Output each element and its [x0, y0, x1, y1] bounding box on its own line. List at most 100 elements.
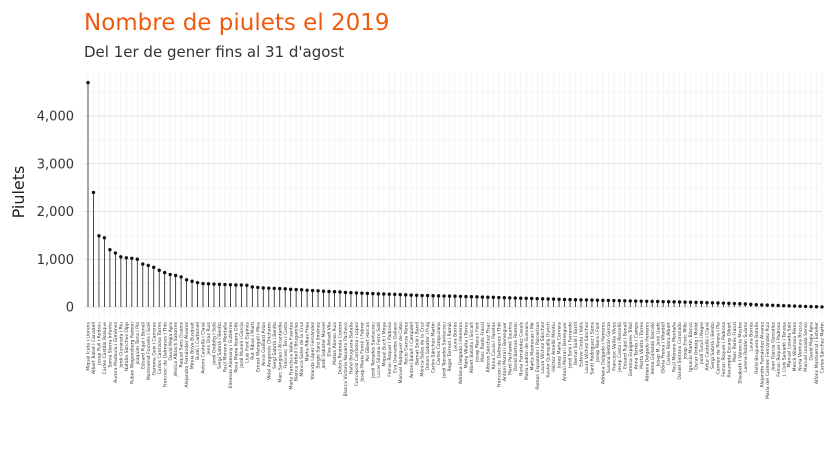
lollipop-dot [321, 289, 326, 293]
lollipop-dot [327, 289, 331, 294]
lollipop-dot [425, 293, 430, 298]
lollipop-dot [387, 292, 391, 296]
x-tick-label: Laura Borràs [452, 321, 459, 351]
x-tick-label: Elsa Artadi Vila [327, 322, 333, 357]
lollipop-dot [168, 272, 172, 277]
lollipop-dot [146, 263, 150, 268]
x-tick-label: Alfons Montserrat i Esteller [814, 322, 820, 384]
x-tick-label: David Bertran Román [512, 322, 519, 372]
x-tick-label: Ferran Roquer i Padrosa [721, 322, 727, 377]
x-tick-label: Marta Madrenas i Mir [529, 322, 535, 371]
lollipop-dot [814, 305, 819, 309]
y-axis-label: Piulets [9, 166, 28, 219]
x-tick-label: Carles Sánchez Martín [819, 322, 826, 373]
lollipop-dot [798, 304, 802, 308]
x-tick-label: Glòria Freixa i Vilardell [660, 322, 667, 374]
lollipop-dot [256, 285, 260, 290]
lollipop-dot [436, 294, 441, 298]
lollipop-dot [771, 303, 775, 307]
x-tick-label: Maria Vilalta i Torres [464, 321, 470, 368]
x-tick-label: Carles Riera Albert [666, 322, 672, 365]
lollipop-dot [376, 292, 381, 296]
lollipop-dot [546, 297, 550, 301]
x-tick-label: Dolors Rovirola Coromí [337, 321, 344, 374]
x-tick-label: Jordi Turull i Negre [699, 322, 705, 365]
lollipop-dot [360, 291, 364, 295]
x-tick-label: Marc Sanglas i Alcantarilla [277, 322, 283, 383]
lollipop-dot [661, 299, 665, 304]
x-tick-label: Ruben Wagensberg Ramon [129, 322, 135, 384]
x-tick-label: Lucas Silvano Ferro Solé [375, 322, 382, 378]
x-tick-label: Daniel Serrano Coronado [677, 322, 683, 380]
lollipop-dot [792, 304, 797, 308]
x-tick-label: Assumpta Escarp Gibert [726, 322, 732, 378]
lollipop-dot [239, 283, 244, 287]
x-tick-label: Jéssica Albiach Satorres [172, 321, 179, 377]
y-tick-label: 1,000 [37, 253, 74, 268]
x-tick-label: Susana Beltrán García [605, 322, 612, 373]
lollipop-dot [705, 301, 709, 305]
x-tick-label: Ferran Roquer i Padrosa [776, 322, 782, 377]
x-tick-label: Josep Rull i Andreu [97, 322, 103, 366]
data-marks [86, 80, 824, 309]
lollipop-dot [573, 298, 578, 302]
lollipop-dot [787, 304, 791, 308]
lollipop-dot [442, 294, 446, 298]
lollipop-dot [447, 294, 452, 298]
lollipop-dot [584, 298, 589, 302]
lollipop-dot [223, 282, 227, 287]
lollipop-dot [124, 256, 129, 260]
lollipop-dot [738, 302, 742, 306]
lollipop-dot [710, 301, 715, 305]
lollipop-dot [173, 273, 178, 278]
lollipop-dot [245, 283, 249, 287]
lollipop-dot [502, 295, 506, 300]
y-axis-ticks: 0 1,000 2,000 3,000 4,000 [37, 110, 74, 316]
lollipop-dot [267, 286, 271, 290]
x-tick-label: Artur Castellà i Clavé [704, 322, 711, 371]
x-tick-label: Jordi Sabater Moroel [321, 322, 327, 370]
lollipop-dot [677, 300, 682, 304]
x-tick-label: Sergi Sabrià i Benito [216, 322, 223, 369]
x-tick-label: Francesc de Dalmases i Thió [495, 322, 502, 388]
x-tick-label: Budó i Carbonell [194, 322, 201, 360]
x-tick-label: Carmen de Rivera i Pla [716, 322, 722, 375]
lollipop-dot [414, 293, 419, 298]
x-axis-ticks: Miquel Iceta i Llorens Albert Batet i Can… [86, 321, 826, 399]
x-tick-label: Albert Batet i Canadell [91, 322, 97, 374]
x-tick-label: Antoni Castellà i Clavé [200, 322, 207, 374]
x-tick-label: Laura Vílchez Sánchez [539, 321, 546, 373]
lollipop-dot [612, 298, 616, 303]
x-tick-label: Alejandro Fernández Álvarez [183, 321, 190, 387]
x-tick-label: Josep Enric Millo [683, 322, 689, 361]
lollipop-dot [398, 292, 402, 297]
lollipop-dot [152, 265, 156, 270]
lollipop-dot [228, 283, 233, 287]
lollipop-dot [135, 257, 139, 261]
lollipop-dot [781, 303, 786, 308]
lollipop-dot [102, 236, 107, 240]
lollipop-dot [480, 295, 485, 299]
x-tick-label: Maria Francisca Valle Fuentes [288, 321, 294, 389]
lollipop-dot [524, 296, 528, 301]
x-tick-label: Bernat Solé i Barril [413, 322, 420, 365]
x-tick-label: Rocío García Pérez [402, 321, 409, 364]
lollipop-dot [393, 292, 397, 297]
x-tick-label: Imma Gallardo Barceló [649, 322, 656, 375]
x-tick-label: Ignacio Martín Blanco [687, 322, 694, 372]
lollipop-dot [540, 297, 545, 301]
lollipop-dot [343, 290, 348, 295]
x-tick-label: Montserrat Fornells i Solé [145, 322, 152, 380]
x-tick-label: Rafel Bruguera Batalla [349, 322, 355, 374]
x-tick-label: Anna Tarrés i Campa [632, 322, 639, 370]
lollipop-dot [645, 299, 649, 303]
lollipop-dot [601, 298, 605, 303]
lollipop-dot [261, 286, 265, 290]
lollipop-dot [721, 301, 726, 305]
lollipop-dot [113, 251, 118, 255]
lollipop-dot [486, 295, 490, 299]
lollipop-dot [431, 294, 435, 298]
lollipop-dot [157, 268, 161, 272]
y-tick-label: 0 [66, 301, 74, 316]
